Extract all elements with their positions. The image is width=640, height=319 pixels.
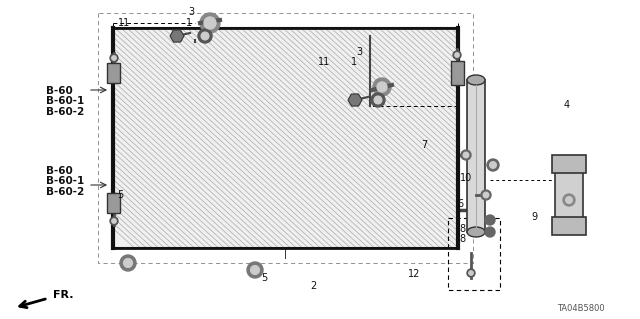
Ellipse shape (467, 75, 485, 85)
Text: 2: 2 (310, 280, 317, 291)
Circle shape (374, 96, 382, 104)
Circle shape (110, 217, 118, 225)
Bar (113, 28, 458, 248)
Text: 6: 6 (458, 198, 464, 209)
Circle shape (563, 194, 575, 206)
Text: 10: 10 (460, 173, 472, 183)
Text: B-60-2: B-60-2 (46, 107, 84, 117)
Circle shape (468, 271, 473, 275)
Circle shape (201, 32, 209, 40)
Text: B-60: B-60 (46, 166, 73, 176)
Circle shape (467, 269, 475, 277)
Circle shape (461, 150, 471, 160)
Circle shape (481, 190, 491, 200)
Circle shape (566, 197, 572, 203)
Circle shape (200, 13, 220, 33)
Circle shape (455, 53, 460, 57)
Circle shape (490, 162, 496, 168)
Circle shape (112, 56, 116, 60)
Circle shape (487, 159, 499, 171)
Text: 8: 8 (460, 224, 466, 234)
Polygon shape (107, 63, 120, 83)
Bar (552, 155, 586, 173)
Text: 8: 8 (460, 234, 466, 244)
Text: TA04B5800: TA04B5800 (557, 304, 605, 313)
Circle shape (371, 93, 385, 107)
Circle shape (483, 192, 489, 198)
Circle shape (463, 152, 468, 158)
Text: 11: 11 (318, 57, 330, 67)
Polygon shape (107, 193, 120, 213)
Circle shape (251, 266, 259, 274)
Circle shape (198, 29, 212, 43)
Bar (555, 170, 583, 220)
Text: 5: 5 (261, 272, 268, 283)
Text: FR.: FR. (53, 290, 74, 300)
Circle shape (485, 215, 495, 225)
Text: 3: 3 (356, 47, 362, 57)
Text: 11: 11 (118, 18, 131, 28)
Text: B-60-1: B-60-1 (46, 96, 84, 107)
Circle shape (377, 82, 387, 92)
Circle shape (120, 255, 136, 271)
Circle shape (373, 78, 391, 96)
Circle shape (124, 259, 132, 267)
Ellipse shape (467, 227, 485, 237)
Text: B-60: B-60 (46, 86, 73, 96)
Bar (552, 217, 586, 235)
Text: B-60-2: B-60-2 (46, 187, 84, 197)
Text: 3: 3 (189, 7, 195, 17)
Circle shape (247, 262, 263, 278)
Text: 5: 5 (117, 189, 124, 200)
Text: 9: 9 (531, 212, 538, 222)
Text: 7: 7 (421, 140, 428, 150)
Bar (113, 28, 458, 248)
Text: B-60-1: B-60-1 (46, 176, 84, 186)
Circle shape (112, 219, 116, 223)
Text: 1: 1 (351, 57, 357, 67)
Circle shape (453, 51, 461, 59)
Circle shape (204, 17, 216, 29)
Text: 12: 12 (408, 269, 420, 279)
Text: 4: 4 (563, 100, 570, 110)
Polygon shape (451, 61, 464, 85)
Text: 1: 1 (186, 18, 193, 28)
Bar (467, 80, 485, 232)
Circle shape (110, 54, 118, 62)
Circle shape (485, 227, 495, 237)
